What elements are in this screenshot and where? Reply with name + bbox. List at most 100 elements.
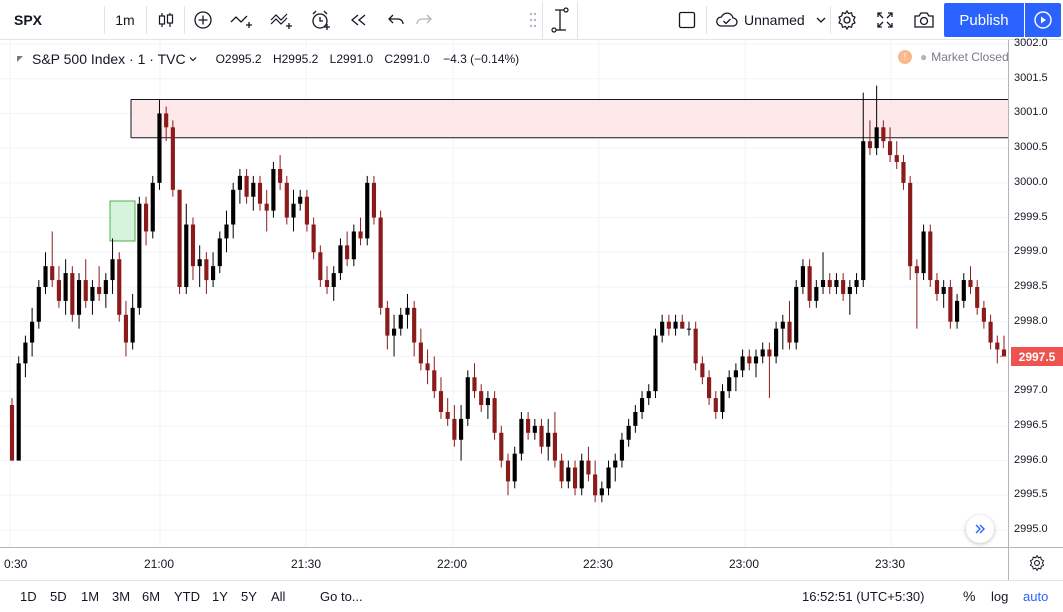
price-tick-label: 2998.0 [1014,314,1048,327]
candle [559,453,564,489]
log-scale-toggle[interactable]: log [991,589,1009,604]
redo-button[interactable] [410,0,438,40]
alert-button[interactable] [304,0,338,40]
candle [847,280,852,315]
candle-body [619,439,625,461]
high-value: 2995.2 [281,52,319,66]
chart-type-button[interactable] [150,0,182,40]
candle-body [512,453,517,482]
collapse-legend-icon[interactable] [14,53,26,65]
percent-scale-toggle[interactable]: % [963,588,976,604]
selected-drawing-tool[interactable] [542,1,578,39]
range-button[interactable]: 1Y [212,589,228,604]
candle [680,314,685,329]
price-tick-label: 2998.5 [1014,280,1048,292]
candle [190,217,196,281]
candle-body [472,377,477,392]
range-button[interactable]: 1M [81,589,100,604]
range-button[interactable]: 5D [50,589,67,604]
undo-button[interactable] [382,0,410,40]
indicators-button[interactable] [224,0,260,40]
candle [425,349,430,385]
candle-body [465,377,470,419]
candle-body [753,356,759,364]
candle [566,460,571,489]
market-status-label: Market Closed [931,50,1009,64]
candle-body [385,307,390,336]
candle-body [445,411,450,419]
axis-settings-button[interactable] [1028,554,1046,577]
goto-date-button[interactable]: Go to... [320,589,363,604]
market-status[interactable]: ! ● Market Closed [898,50,1009,64]
candle-body [988,321,993,343]
candle [157,99,162,190]
chart-grid [0,40,1008,547]
publish-button[interactable]: Publish [944,3,1024,37]
candle [391,314,397,357]
compare-button[interactable] [188,0,218,40]
range-button[interactable]: All [271,589,286,604]
candle-body [572,467,578,489]
candle-body [894,155,899,163]
candle [492,391,497,440]
candle [204,252,209,294]
range-button[interactable]: YTD [174,589,200,604]
high-label: H [272,52,282,66]
range-button[interactable]: 6M [142,589,161,604]
candle-body [666,321,671,329]
candle-body [217,238,222,267]
candle-body [378,217,383,308]
symbol-search-button[interactable]: SPX [0,0,56,40]
candle-body [284,182,289,218]
snapshot-button[interactable] [908,0,940,40]
price-tick-label: 2997.0 [1014,384,1048,397]
range-button[interactable]: 5Y [241,589,257,604]
candle [9,398,15,461]
range-button[interactable]: 3M [112,589,131,604]
candle [968,266,973,294]
financials-button[interactable] [264,0,300,40]
highlight-box[interactable] [109,200,136,242]
interval-button[interactable]: 1m [106,0,144,40]
candle [278,155,283,190]
candle-body [928,231,933,281]
drag-handle[interactable] [524,0,542,40]
candle [499,425,504,468]
candle-body [224,224,229,239]
candle-body [90,287,95,301]
range-button[interactable]: 1D [20,589,37,604]
candle [30,307,35,357]
save-layout-button[interactable]: Unnamed [710,0,828,40]
chevron-down-icon [816,17,826,23]
candle-body [727,377,732,392]
candle-body [358,231,363,239]
candle [660,314,665,343]
candle-body [257,182,263,204]
price-chart[interactable] [0,40,1063,582]
candle-body [150,182,155,232]
chart-pane[interactable] [0,40,1063,582]
candle-body [673,321,678,329]
candle [472,363,477,399]
publish-options-button[interactable] [1025,3,1061,37]
candle-body [70,273,75,315]
clock-timezone[interactable]: 16:52:51 (UTC+5:30) [802,589,925,604]
scroll-to-realtime-button[interactable] [966,515,994,543]
candle [170,120,175,197]
candle-body [9,405,15,461]
auto-scale-toggle[interactable]: auto [1023,589,1049,604]
candle [63,259,68,315]
fullscreen-rect-button[interactable] [672,0,702,40]
candle [217,231,222,274]
settings-button[interactable] [832,0,862,40]
candle-body [251,182,256,197]
candle [995,335,1000,364]
candle-body [76,280,82,315]
candle [861,92,866,287]
fullscreen-button[interactable] [870,0,900,40]
chevron-down-icon[interactable] [188,54,198,64]
price-zone-rectangle[interactable] [131,99,1008,138]
candle [164,106,169,142]
series-title[interactable]: S&P 500 Index · 1 · TVC [32,51,186,67]
replay-button[interactable] [344,0,374,40]
